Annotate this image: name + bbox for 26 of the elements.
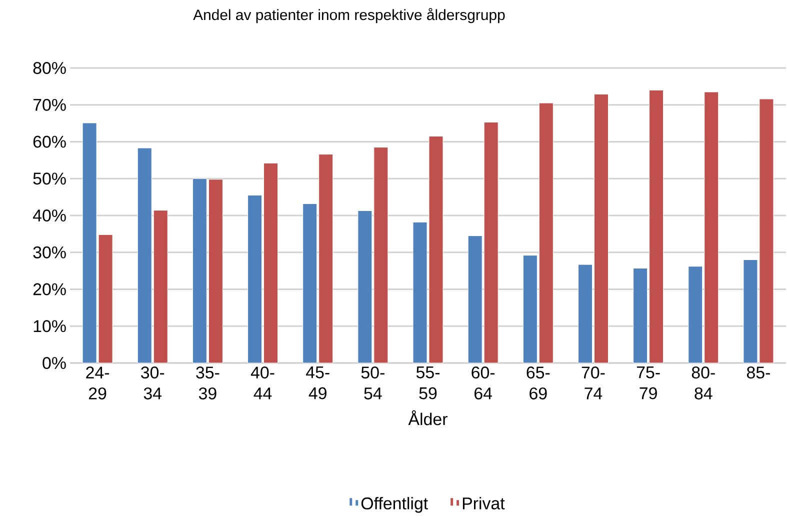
- x-tick-label: 30-34: [141, 366, 164, 400]
- x-tick-label: 50-54: [361, 366, 384, 400]
- x-tick-label: 24-29: [86, 366, 110, 400]
- y-tick-label: 70%: [33, 98, 66, 111]
- y-tick-label: 40%: [32, 210, 66, 222]
- y-tick-label: 30%: [33, 246, 66, 258]
- x-tick-label: 65-69: [526, 366, 550, 400]
- y-tick-label: 80%: [33, 62, 66, 74]
- x-tick-label: 40-44: [250, 366, 274, 400]
- chart-title: Andel av patienter inom respektive åldersgrupp: [193, 8, 505, 24]
- x-tick-label: 55-59: [416, 366, 440, 400]
- y-tick-label: 50%: [33, 172, 66, 185]
- y-tick-label: 10%: [34, 320, 66, 332]
- x-tick-label: 80-84: [692, 366, 715, 400]
- x-tick-label: 60-64: [472, 366, 495, 400]
- x-axis-title: Ålder: [408, 410, 448, 426]
- legend-label: Offentligt: [361, 496, 428, 513]
- x-tick-label: 85-: [746, 366, 770, 379]
- y-tick-label: 20%: [33, 283, 66, 296]
- y-tick-label: 0%: [42, 357, 66, 369]
- x-tick-label: 70-74: [582, 366, 605, 400]
- y-tick-label: 60%: [33, 136, 66, 148]
- x-tick-label: 75-79: [636, 366, 660, 400]
- x-tick-label: 35-39: [196, 366, 220, 400]
- legend-label: Privat: [462, 496, 505, 510]
- x-tick-label: 45-49: [306, 366, 330, 400]
